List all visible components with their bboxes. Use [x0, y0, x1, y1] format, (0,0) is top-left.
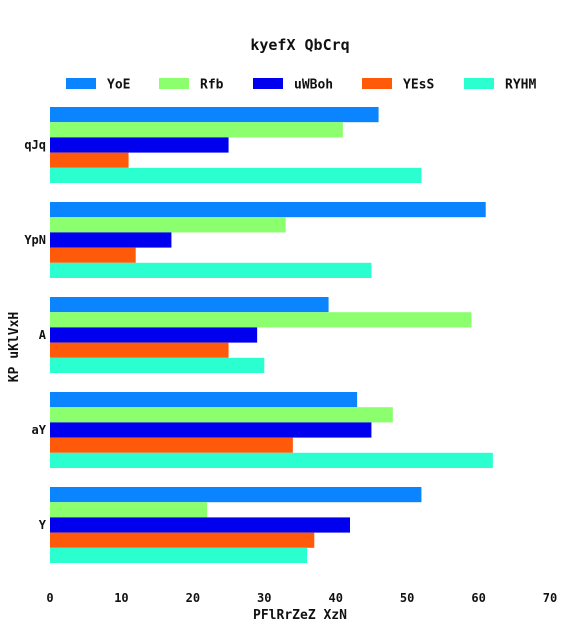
- x-tick-label-0: 0: [46, 591, 53, 605]
- y-tick-label-qJq: qJq: [24, 138, 46, 152]
- legend-swatch-RYHM: [464, 78, 494, 89]
- bar-YpN-RYHM: [50, 262, 372, 278]
- bar-YpN-Rfb: [50, 217, 286, 233]
- bar-Y-Rfb: [50, 502, 208, 518]
- y-tick-label-aY: aY: [32, 423, 47, 437]
- bars: [50, 107, 493, 563]
- bar-Y-uWBoh: [50, 517, 350, 533]
- bar-A-YoE: [50, 297, 329, 313]
- x-tick-label-20: 20: [186, 591, 200, 605]
- legend-swatch-YoE: [66, 78, 96, 89]
- bar-qJq-YEsS: [50, 152, 129, 168]
- bar-aY-uWBoh: [50, 422, 372, 438]
- bar-YpN-YoE: [50, 202, 486, 218]
- x-tick-label-60: 60: [471, 591, 485, 605]
- legend-swatch-uWBoh: [253, 78, 283, 89]
- y-axis-ticks: qJq YpN AaY Y: [24, 138, 46, 532]
- bar-A-RYHM: [50, 357, 265, 373]
- bar-aY-Rfb: [50, 407, 393, 423]
- x-axis-label: PFlRrZeZ XzN: [253, 608, 347, 623]
- x-tick-label-50: 50: [400, 591, 414, 605]
- y-tick-label-Y: Y: [39, 518, 47, 532]
- legend-swatch-YEsS: [362, 78, 392, 89]
- y-tick-label-A: A: [39, 328, 47, 342]
- y-axis-label: KP uKlVxH: [7, 312, 22, 382]
- legend-label-Rfb: Rfb: [200, 78, 224, 93]
- chart-title: kyefX QbCrq: [250, 36, 349, 54]
- bar-YpN-uWBoh: [50, 232, 172, 248]
- bar-Y-YoE: [50, 487, 422, 503]
- bar-A-uWBoh: [50, 327, 258, 343]
- bar-qJq-RYHM: [50, 167, 422, 183]
- bar-YpN-YEsS: [50, 247, 136, 263]
- y-tick-label-YpN: YpN: [24, 233, 46, 247]
- bar-Y-RYHM: [50, 547, 308, 563]
- bar-Y-YEsS: [50, 532, 315, 548]
- bar-aY-RYHM: [50, 452, 493, 468]
- bar-aY-YoE: [50, 392, 358, 408]
- x-tick-label-10: 10: [114, 591, 128, 605]
- bar-qJq-Rfb: [50, 122, 343, 138]
- bar-A-YEsS: [50, 342, 229, 358]
- legend-label-YoE: YoE: [107, 78, 130, 93]
- x-tick-label-70: 70: [543, 591, 557, 605]
- legend-label-uWBoh: uWBoh: [294, 78, 333, 93]
- x-axis-ticks: 0 10 20 30 40 50 60 70: [46, 591, 557, 605]
- x-tick-label-40: 40: [328, 591, 342, 605]
- x-tick-label-30: 30: [257, 591, 271, 605]
- bar-qJq-YoE: [50, 107, 379, 123]
- bar-qJq-uWBoh: [50, 137, 229, 153]
- legend: YoE Rfb uWBoh YEsS RYHM: [66, 78, 536, 93]
- bar-A-Rfb: [50, 312, 472, 328]
- bar-aY-YEsS: [50, 437, 293, 453]
- legend-label-YEsS: YEsS: [403, 78, 434, 93]
- legend-swatch-Rfb: [159, 78, 189, 89]
- legend-label-RYHM: RYHM: [505, 78, 536, 93]
